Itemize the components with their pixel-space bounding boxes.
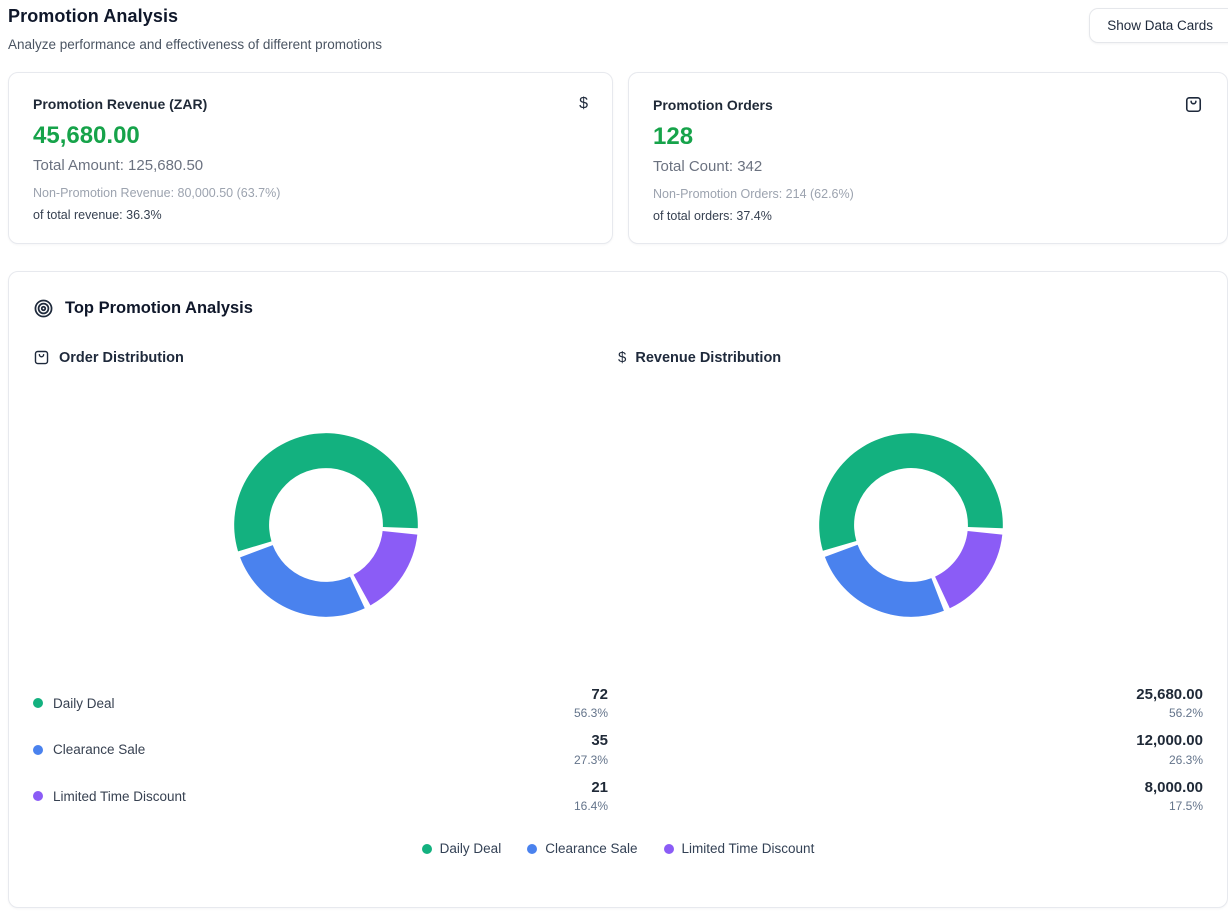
orders-percent: 56.3% [573,706,608,721]
order-distribution-donut[interactable] [33,366,618,666]
revenue-share-line: of total revenue: 36.3% [33,208,162,222]
orders-percent: 16.4% [573,799,608,814]
revenue-distribution-column: $ Revenue Distribution [618,349,1203,666]
donut-slice-daily-deal[interactable] [818,433,1003,551]
non-promotion-revenue-line: Non-Promotion Revenue: 80,000.50 (63.7%) [33,186,281,200]
revenue-distribution-header: $ Revenue Distribution [618,349,1203,366]
promotion-orders-value: 128 [653,123,694,150]
dollar-sign-icon: $ [618,349,627,366]
orders-value: 72 [591,686,608,703]
order-distribution-column: Order Distribution [33,349,618,666]
show-data-cards-button[interactable]: Show Data Cards [1089,8,1228,43]
stat-cards-row: Promotion Revenue (ZAR) $ 45,680.00 Tota… [8,72,1228,244]
orders-percent: 27.3% [573,752,608,767]
revenue-value: 25,680.00 [1136,686,1203,703]
bottom-legend: Daily Deal Clearance Sale Limited Time D… [33,841,1203,856]
promotion-revenue-title: Promotion Revenue (ZAR) [33,96,208,112]
limited-time-discount-dot [33,791,43,802]
charts-grid: Order Distribution $ Revenue Distributio… [33,349,1203,666]
donut-slice-limited-time-discount[interactable] [353,530,417,606]
order-distribution-title: Order Distribution [59,349,184,366]
orders-value: 21 [591,778,608,796]
shopping-bag-icon [1184,95,1203,114]
bottom-legend-clearance-sale[interactable]: Clearance Sale [527,841,638,857]
promotion-revenue-value: 45,680.00 [33,122,140,149]
order-distribution-header: Order Distribution [33,349,618,366]
revenue-distribution-title: Revenue Distribution [635,349,782,366]
total-amount-line: Total Amount: 125,680.50 [33,157,204,174]
daily-deal-dot [421,843,432,854]
total-count-line: Total Count: 342 [653,158,763,175]
daily-deal-dot [33,698,43,709]
page-header-text: Promotion Analysis Analyze performance a… [8,6,382,52]
limited-time-discount-dot [663,843,674,854]
dollar-sign-icon: $ [579,95,588,112]
revenue-percent: 56.2% [1168,706,1203,721]
donut-slice-clearance-sale[interactable] [239,545,365,617]
page-title: Promotion Analysis [8,6,179,26]
donut-slice-clearance-sale[interactable] [824,544,944,617]
page-header: Promotion Analysis Analyze performance a… [8,6,1228,52]
legend-label: Limited Time Discount [53,788,186,804]
top-promotion-analysis-card: Top Promotion Analysis Order Distributio… [8,271,1228,908]
analysis-title: Top Promotion Analysis [65,299,253,317]
bottom-legend-limited-time-discount[interactable]: Limited Time Discount [663,841,815,857]
legend-rows: Daily Deal 72 56.3% 25,680.00 56.2% Clea… [33,680,1203,819]
bottom-legend-daily-deal[interactable]: Daily Deal [421,841,502,857]
revenue-value: 8,000.00 [1144,778,1203,796]
donut-slice-limited-time-discount[interactable] [934,530,1002,609]
legend-row-daily-deal[interactable]: Daily Deal 72 56.3% 25,680.00 56.2% [33,680,1203,726]
revenue-percent: 26.3% [1168,752,1203,767]
promotion-orders-title: Promotion Orders [653,96,773,113]
legend-row-clearance-sale[interactable]: Clearance Sale 35 27.3% 12,000.00 26.3% [33,726,1203,772]
bottom-legend-label: Daily Deal [439,841,502,857]
bottom-legend-label: Limited Time Discount [681,841,815,857]
bottom-legend-label: Clearance Sale [545,841,638,857]
legend-row-limited-time-discount[interactable]: Limited Time Discount 21 16.4% 8,000.00 … [33,773,1203,819]
legend-label: Daily Deal [53,695,115,711]
page-subtitle: Analyze performance and effectiveness of… [8,37,382,52]
shopping-bag-icon [33,349,50,366]
revenue-distribution-donut[interactable] [618,366,1203,666]
revenue-value: 12,000.00 [1136,732,1203,750]
donut-slice-daily-deal[interactable] [233,433,418,552]
non-promotion-orders-line: Non-Promotion Orders: 214 (62.6%) [653,187,854,201]
target-icon [33,298,54,319]
clearance-sale-dot [527,843,538,854]
analysis-title-row: Top Promotion Analysis [33,298,1203,319]
promotion-orders-card: Promotion Orders 128 Total Count: 342 No… [628,72,1228,244]
clearance-sale-dot [33,744,43,755]
legend-label: Clearance Sale [53,742,146,758]
revenue-percent: 17.5% [1168,799,1203,814]
orders-share-line: of total orders: 37.4% [653,209,772,223]
orders-value: 35 [591,732,608,750]
promotion-revenue-card: Promotion Revenue (ZAR) $ 45,680.00 Tota… [8,72,613,244]
